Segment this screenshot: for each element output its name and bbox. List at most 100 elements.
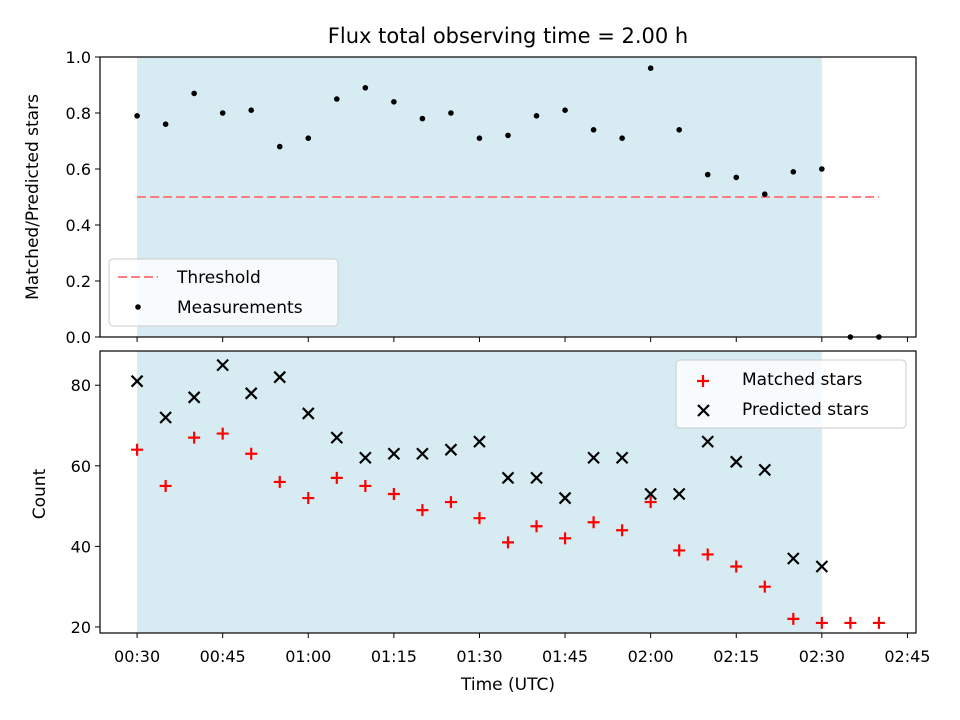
measurement-point [162,121,169,127]
matched-stars-point [473,512,486,525]
matched-stars-point [273,475,286,488]
count-y-ticks: 20 40 60 80 [71,376,100,637]
legend-measurements-swatch [135,304,141,310]
count-y-axis-label: Count [30,468,50,519]
count-x-tick-label: 02:45 [884,647,930,666]
ratio-y-tick-label: 1.0 [66,48,91,67]
measurement-point [276,143,283,150]
matched-stars-point [758,580,771,593]
count-y-tick-label: 80 [71,376,91,395]
count-y-tick-label: 20 [71,618,91,637]
measurement-point [219,110,226,116]
predicted-stars-point [273,370,287,384]
count-axes-frame [99,350,917,634]
count-x-tick-label: 02:00 [628,647,674,666]
predicted-stars-point [130,374,144,388]
ratio-y-tick-label: 0.4 [66,216,91,235]
ratio-x-ticks [136,337,908,342]
x-axis-label: Time (UTC) [460,675,555,695]
matched-stars-point [844,616,857,629]
predicted-stars-point [330,431,344,444]
legend-matched-swatch [697,375,709,387]
measurement-point [562,107,568,113]
ratio-legend-box [108,258,339,327]
predicted-stars-point [416,447,429,461]
count-legend-box [675,359,907,429]
measurement-point [505,132,511,139]
matched-stars-point [730,560,743,573]
matched-stars-point [245,447,258,460]
count-x-tick-label: 01:00 [285,647,331,666]
measurement-point [191,90,197,97]
count-x-tick-label: 01:45 [542,647,588,666]
count-y-tick-label: 40 [71,537,91,556]
matched-stars-point [587,516,600,529]
legend-measurements-label: Measurements [177,298,303,318]
measurement-point [391,99,397,105]
predicted-stars-point [672,487,686,501]
count-x-ticks: 00:30 00:45 01:00 01:15 01:30 01:45 02:00 02:15… [114,633,930,666]
measurement-point [362,85,369,91]
chart-title: Flux total observing time = 2.00 h [328,24,688,48]
matched-stars-point [673,544,686,557]
ratio-y-ticks: 0.0 0.2 0.4 0.6 0.8 1.0 [66,48,100,347]
matched-stars-point [530,520,543,533]
measurement-point [619,135,625,141]
matched-stars-point [216,427,229,440]
predicted-stars-point [387,447,401,461]
count-legend: Matched stars Predicted stars [675,359,907,429]
predicted-stars-point [244,387,258,400]
measurement-point [647,65,654,71]
matched-stars-point [159,479,172,492]
measurement-point [476,135,483,141]
ratio-legend: Threshold Measurements [108,258,339,327]
measurement-point [704,171,711,178]
legend-matched-label: Matched stars [742,370,862,390]
predicted-stars-point [530,471,543,485]
predicted-stars-point [587,451,600,465]
matched-stars-point [701,548,714,561]
predicted-stars-point [644,487,657,501]
matched-stars-point [644,496,657,509]
legend-threshold-label: Threshold [176,268,261,288]
predicted-stars-point [444,443,458,456]
predicted-stars-point [815,560,829,573]
legend-predicted-swatch [697,404,710,417]
matched-stars-point [502,536,514,549]
measurement-point [819,166,825,172]
count-x-tick-label: 02:15 [713,647,759,666]
measurement-point [134,113,140,119]
predicted-stars-point [473,435,486,448]
measurement-point [248,107,255,113]
matched-stars-point [359,479,372,492]
measurement-point [533,113,540,119]
predicted-stars-point [216,358,229,372]
count-y-tick-label: 60 [71,457,91,476]
count-x-tick-label: 01:15 [371,647,417,666]
count-x-tick-label: 01:30 [456,647,502,666]
predicted-stars-point [159,411,172,424]
count-x-tick-label: 00:45 [200,647,246,666]
measurement-point [334,96,340,102]
predicted-stars-point [787,552,800,565]
ratio-y-axis-label: Matched/Predicted stars [23,94,43,300]
matched-stars-point [188,431,201,444]
measurement-point [676,127,682,133]
measurement-point [305,135,312,141]
matched-stars-point [302,492,315,505]
predicted-stars-point [758,463,772,477]
measurement-point [761,191,768,197]
matched-stars-point [815,616,828,629]
predicted-stars-point [701,435,714,448]
matched-stars-point [559,532,572,545]
measurement-point [733,174,740,181]
predicted-stars-point [558,491,572,505]
predicted-stars-point [729,455,743,469]
matched-stars-point [131,443,144,456]
predicted-stars-point [359,451,372,465]
matched-stars-point [387,488,400,501]
count-x-tick-label: 02:30 [799,647,845,666]
matched-stars-point [616,524,629,537]
legend-predicted-label: Predicted stars [742,400,869,420]
